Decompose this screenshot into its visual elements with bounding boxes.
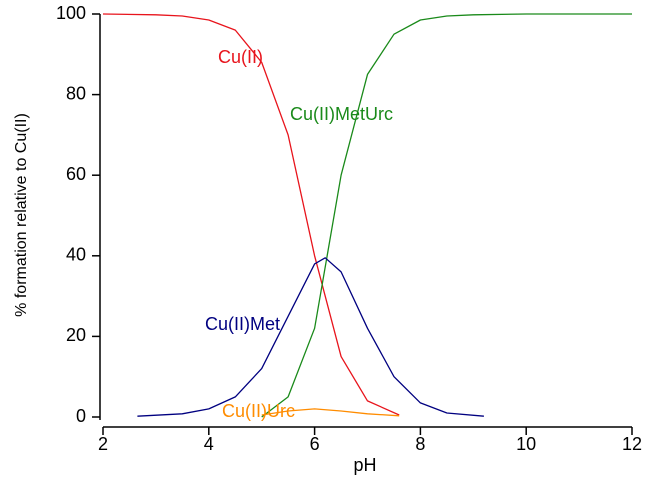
y-tick-label: 40 [66, 245, 86, 265]
y-tick-label: 80 [66, 83, 86, 103]
y-tick-label: 20 [66, 325, 86, 345]
series-label: Cu(II)Met [205, 314, 280, 334]
y-tick-label: 100 [56, 3, 86, 23]
x-tick-label: 8 [415, 434, 425, 454]
series-label: Cu(II)Urc [222, 401, 295, 421]
x-axis-label: pH [353, 455, 376, 475]
y-tick-label: 0 [76, 406, 86, 426]
x-tick-label: 2 [98, 434, 108, 454]
x-tick-label: 10 [516, 434, 536, 454]
x-tick-label: 12 [622, 434, 642, 454]
series-line [102, 13, 400, 416]
series-line [261, 13, 632, 418]
x-tick-label: 4 [204, 434, 214, 454]
series-line [137, 257, 484, 417]
y-axis-label: % formation relative to Cu(II) [13, 113, 30, 317]
series-label: Cu(II)MetUrc [290, 104, 393, 124]
x-tick-label: 6 [310, 434, 320, 454]
series-label: Cu(II) [218, 47, 263, 67]
series-line [261, 408, 400, 417]
y-tick-label: 60 [66, 164, 86, 184]
